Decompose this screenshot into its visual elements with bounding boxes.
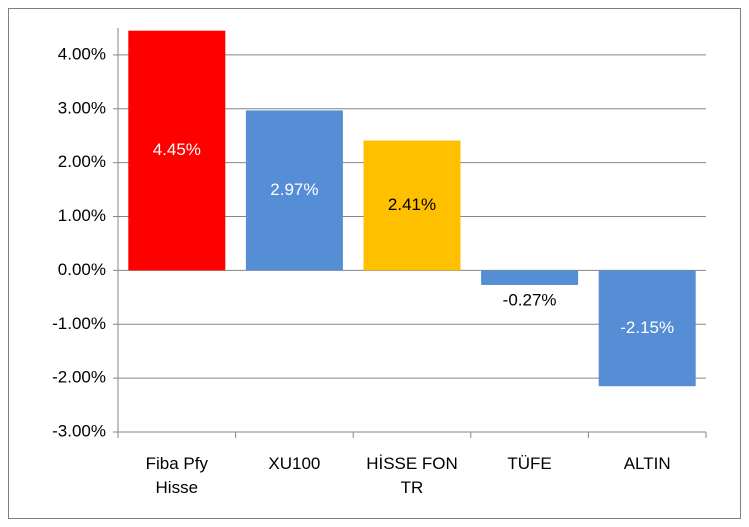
y-tick-label: -1.00%	[52, 314, 106, 333]
bar	[128, 30, 226, 271]
value-label: 4.45%	[153, 140, 201, 159]
value-label: 2.97%	[270, 180, 318, 199]
value-label: -2.15%	[620, 318, 674, 337]
x-tick-label: XU100	[268, 454, 321, 473]
y-tick-label: -3.00%	[52, 421, 106, 440]
bar	[598, 270, 696, 387]
x-tick-label: ALTIN	[623, 454, 671, 473]
bar	[363, 140, 461, 271]
x-tick-label: HİSSE FON TR	[366, 454, 458, 497]
y-tick-label: 2.00%	[58, 152, 106, 171]
bar	[245, 110, 343, 271]
y-tick-label: 4.00%	[58, 44, 106, 63]
x-tick-label: TÜFE	[507, 454, 552, 473]
value-label: 2.41%	[388, 195, 436, 214]
value-label: -0.27%	[503, 290, 557, 309]
y-tick-label: -2.00%	[52, 368, 106, 387]
bar	[481, 270, 579, 285]
y-tick-label: 1.00%	[58, 206, 106, 225]
y-tick-label: 3.00%	[58, 98, 106, 117]
x-tick-label: Fiba Pfy Hisse	[145, 454, 208, 497]
y-tick-label: 0.00%	[58, 260, 106, 279]
